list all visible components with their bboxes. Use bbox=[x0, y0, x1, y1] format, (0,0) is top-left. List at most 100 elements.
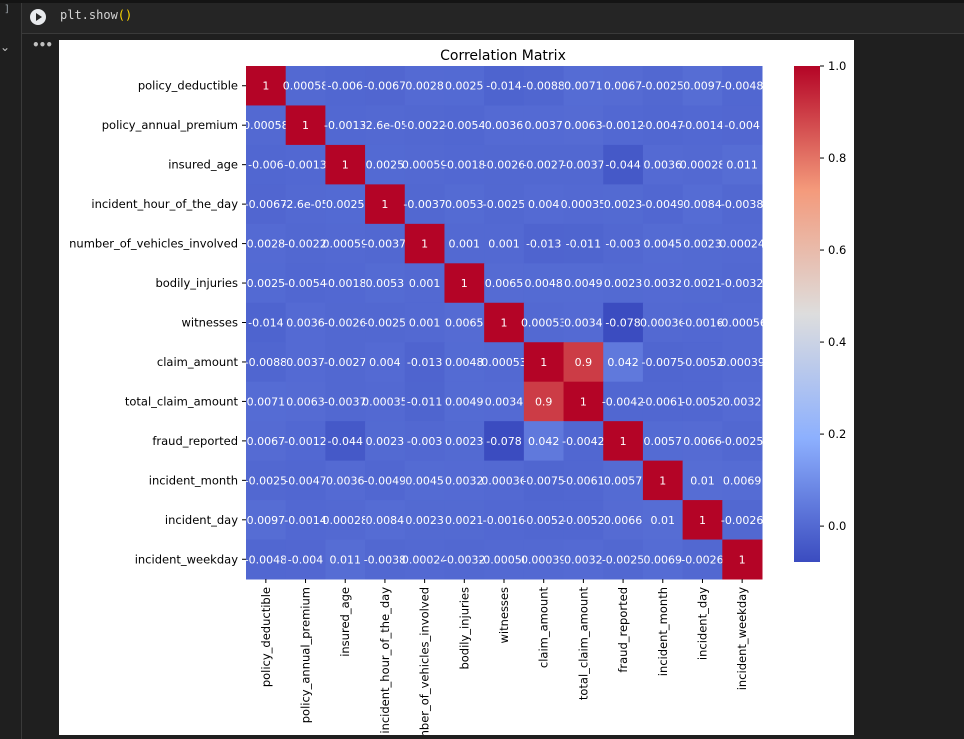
heatmap-cell bbox=[365, 105, 406, 146]
heatmap-cell bbox=[285, 263, 326, 304]
code-cell[interactable] bbox=[22, 3, 964, 34]
heatmap-cell bbox=[285, 105, 326, 146]
cell-annotation: 0.00036 bbox=[481, 474, 527, 487]
heatmap-cell bbox=[365, 421, 406, 462]
heatmap-cell bbox=[325, 263, 366, 304]
heatmap-cell bbox=[563, 342, 604, 383]
heatmap-cell bbox=[325, 460, 366, 501]
cell-annotation: 0.9 bbox=[575, 356, 593, 369]
heatmap-cell bbox=[722, 105, 763, 146]
heatmap-cell bbox=[563, 500, 604, 541]
cell-annotation: -0.0026 bbox=[483, 159, 525, 172]
cell-annotation: -0.006 bbox=[327, 80, 362, 93]
cell-annotation: 0.00028 bbox=[322, 514, 368, 527]
heatmap-cell bbox=[642, 263, 684, 304]
cell-annotation: 1 bbox=[699, 514, 706, 527]
cell-annotation: 1 bbox=[580, 395, 587, 408]
cell-annotation: -0.0042 bbox=[602, 395, 644, 408]
heatmap-cell bbox=[603, 105, 644, 146]
cell-annotation: 0.0037 bbox=[286, 356, 325, 369]
output-more-button[interactable]: ••• bbox=[32, 38, 53, 52]
y-tick-label: incident_day bbox=[165, 513, 238, 527]
heatmap-cell bbox=[484, 184, 525, 225]
x-tick-label: total_claim_amount bbox=[576, 587, 590, 701]
cell-annotation: -0.0026 bbox=[681, 553, 723, 566]
cell-annotation: -0.003 bbox=[407, 435, 442, 448]
heatmap-cell bbox=[404, 539, 445, 580]
heatmap-cell bbox=[404, 144, 445, 185]
heatmap-cell bbox=[603, 223, 644, 264]
cell-annotation: 0.011 bbox=[726, 159, 758, 172]
cell-annotation: 0.0028 bbox=[247, 238, 286, 251]
cell-annotation: -0.0052 bbox=[681, 395, 723, 408]
heatmap-cell bbox=[444, 263, 485, 304]
heatmap-cell bbox=[246, 144, 287, 185]
cell-annotation: -0.0075 bbox=[522, 474, 564, 487]
cell-annotation: 0.01 bbox=[651, 514, 676, 527]
cell-annotation: -0.0061 bbox=[642, 395, 684, 408]
heatmap-cell bbox=[365, 500, 406, 541]
cell-annotation: 0.0066 bbox=[604, 514, 643, 527]
heatmap-cell bbox=[246, 263, 287, 304]
heatmap-cell bbox=[603, 263, 644, 304]
heatmap-cell bbox=[285, 144, 326, 185]
heatmap-cell bbox=[523, 500, 565, 541]
cell-output: Correlation Matrix 1 0.00058 -0.006 -0.0067… bbox=[59, 40, 854, 735]
cell-annotation: -0.0014 bbox=[284, 514, 326, 527]
heatmap-cell bbox=[523, 66, 565, 106]
cell-annotation: -0.0027 bbox=[324, 356, 366, 369]
heatmap-cell bbox=[682, 539, 723, 580]
heatmap-cell bbox=[246, 184, 287, 225]
cell-annotation: -0.0048 bbox=[721, 80, 763, 93]
cell-annotation: -0.004 bbox=[724, 119, 759, 132]
colorbar bbox=[794, 66, 820, 562]
colorbar-tick-label: 0.0 bbox=[828, 519, 846, 533]
cell-annotation: -0.0052 bbox=[522, 514, 564, 527]
y-tick-label: total_claim_amount bbox=[125, 394, 239, 408]
run-cell-button[interactable] bbox=[30, 9, 46, 25]
cell-annotation: -0.0088 bbox=[522, 80, 564, 93]
heatmap-cell bbox=[246, 342, 287, 383]
heatmap-cell bbox=[563, 144, 604, 185]
heatmap-cell bbox=[285, 381, 326, 422]
cell-annotation: -0.0018 bbox=[443, 159, 485, 172]
heatmap-cell bbox=[722, 223, 763, 264]
cell-annotation: 0.011 bbox=[329, 553, 361, 566]
heatmap-cell bbox=[642, 302, 684, 343]
cell-annotation: 0.0084 bbox=[683, 198, 722, 211]
cell-annotation: 0.0021 bbox=[683, 277, 722, 290]
heatmap-cell bbox=[722, 144, 763, 185]
chart-title: Correlation Matrix bbox=[440, 48, 566, 64]
heatmap-cell bbox=[603, 539, 644, 580]
heatmap-cell bbox=[444, 66, 485, 106]
cell-annotation: 0.0063 bbox=[564, 119, 603, 132]
cell-annotation: 0.0045 bbox=[405, 474, 444, 487]
heatmap-cell bbox=[642, 342, 684, 383]
heatmap-cell bbox=[404, 105, 445, 146]
cell-annotation: -0.013 bbox=[407, 356, 442, 369]
code-line[interactable]: plt.show() bbox=[60, 8, 132, 22]
heatmap-cell bbox=[523, 302, 565, 343]
heatmap-cell bbox=[603, 500, 644, 541]
heatmap-cell bbox=[682, 66, 723, 106]
heatmap-cell bbox=[642, 223, 684, 264]
chevron-down-icon[interactable]: ⌄ bbox=[0, 40, 11, 54]
heatmap-cell bbox=[682, 144, 723, 185]
heatmap-cell bbox=[444, 460, 485, 501]
cell-annotation: 0.0021 bbox=[445, 514, 484, 527]
y-tick-label: witnesses bbox=[181, 316, 238, 330]
heatmap-cell bbox=[722, 184, 763, 225]
heatmap-cell bbox=[523, 184, 565, 225]
heatmap-cell bbox=[722, 381, 763, 422]
colorbar-tick-label: 0.6 bbox=[828, 243, 846, 257]
heatmap-cell bbox=[484, 105, 525, 146]
cell-annotation: 0.0032 bbox=[644, 277, 683, 290]
cell-annotation: 1 bbox=[739, 553, 746, 566]
heatmap-cell bbox=[246, 381, 287, 422]
heatmap-cell bbox=[365, 66, 406, 106]
cell-annotation: 0.00053 bbox=[481, 356, 527, 369]
code-parens: () bbox=[117, 8, 133, 22]
cell-annotation: 0.0025 bbox=[247, 277, 286, 290]
heatmap-cell bbox=[404, 342, 445, 383]
heatmap-cell bbox=[682, 381, 723, 422]
